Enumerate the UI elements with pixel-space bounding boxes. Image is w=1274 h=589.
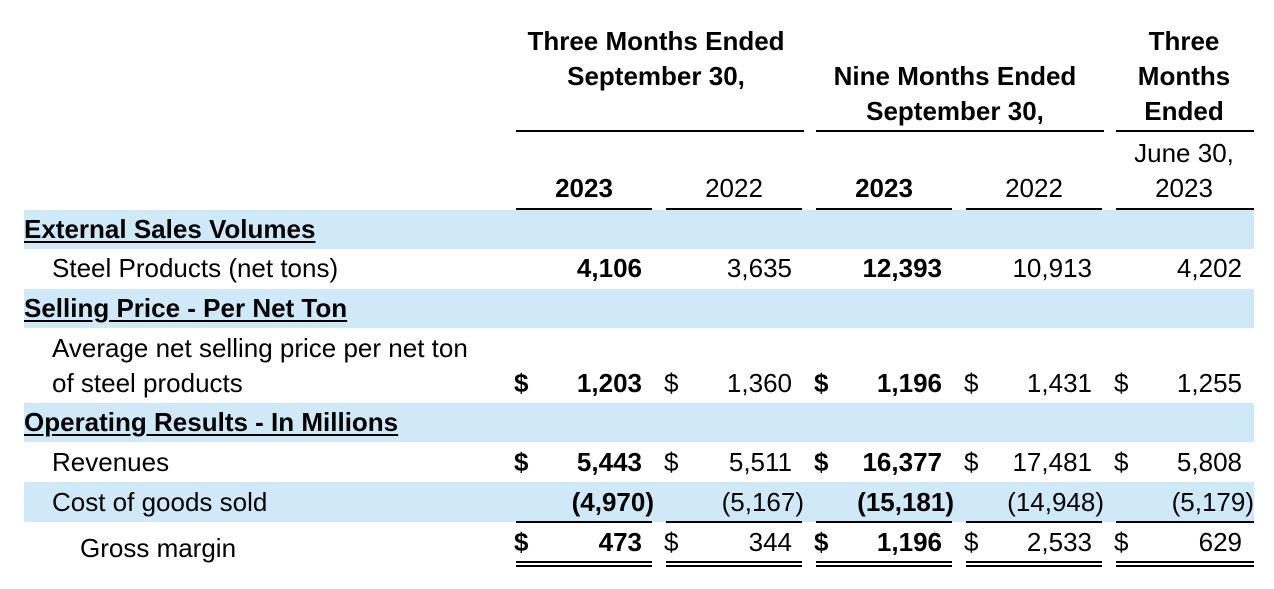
cell-value: 1,196 bbox=[876, 527, 942, 557]
cell-value: 1,255 bbox=[1176, 368, 1242, 398]
total-double-rule bbox=[816, 561, 952, 567]
year-rule bbox=[516, 208, 652, 210]
row-band-cogs bbox=[24, 482, 1254, 522]
currency-symbol: $ bbox=[964, 527, 979, 557]
cell-value: 3,635 bbox=[726, 253, 792, 283]
row-label-cogs: Cost of goods sold bbox=[52, 487, 268, 517]
currency-symbol: $ bbox=[514, 527, 529, 557]
section-band-selling-price bbox=[24, 289, 1254, 328]
currency-symbol: $ bbox=[1114, 527, 1129, 557]
currency-symbol: $ bbox=[814, 527, 829, 557]
cell-value: 16,377 bbox=[862, 447, 942, 477]
cell-value: 1,203 bbox=[576, 368, 642, 398]
cell-value: 1,431 bbox=[1026, 368, 1092, 398]
currency-symbol: $ bbox=[664, 447, 679, 477]
header-rule bbox=[816, 130, 1104, 132]
cell-value: 629 bbox=[1198, 527, 1242, 557]
total-double-rule bbox=[516, 561, 652, 567]
cell-value: 344 bbox=[748, 527, 792, 557]
cell-value: 5,443 bbox=[576, 447, 642, 477]
cell-value: (5,167) bbox=[721, 487, 804, 517]
year-rule bbox=[666, 208, 802, 210]
subtotal-rule bbox=[1116, 521, 1254, 523]
currency-symbol: $ bbox=[514, 368, 529, 398]
cell-value: 12,393 bbox=[862, 253, 942, 283]
section-band-external-sales bbox=[24, 210, 1254, 249]
cell-value: 1,196 bbox=[876, 368, 942, 398]
currency-symbol: $ bbox=[964, 368, 979, 398]
subtotal-rule bbox=[816, 521, 952, 523]
year-header: 2023 bbox=[855, 173, 913, 203]
cell-value: (15,181) bbox=[857, 487, 954, 517]
row-label-avg-price: Average net selling price per net ton of… bbox=[52, 333, 468, 398]
subtotal-rule bbox=[966, 521, 1102, 523]
subtotal-rule bbox=[666, 521, 802, 523]
header-rule bbox=[1116, 130, 1254, 132]
header-rule bbox=[516, 130, 804, 132]
cell-value: (4,970) bbox=[571, 487, 654, 517]
cell-value: 10,913 bbox=[1012, 253, 1092, 283]
subtotal-rule bbox=[516, 521, 652, 523]
total-double-rule bbox=[966, 561, 1102, 567]
currency-symbol: $ bbox=[664, 527, 679, 557]
header-three-months-sep: Three Months Ended September 30, bbox=[527, 26, 785, 91]
total-double-rule bbox=[666, 561, 802, 567]
currency-symbol: $ bbox=[964, 447, 979, 477]
section-heading-operating-results: Operating Results - In Millions bbox=[24, 407, 399, 437]
currency-symbol: $ bbox=[664, 368, 679, 398]
cell-value: (14,948) bbox=[1007, 487, 1104, 517]
year-rule bbox=[816, 208, 952, 210]
currency-symbol: $ bbox=[814, 447, 829, 477]
currency-symbol: $ bbox=[514, 447, 529, 477]
cell-value: 473 bbox=[598, 527, 642, 557]
header-nine-months-sep: Nine Months Ended September 30, bbox=[833, 61, 1077, 126]
currency-symbol: $ bbox=[1114, 368, 1129, 398]
year-header: 2023 bbox=[555, 173, 613, 203]
year-rule bbox=[966, 208, 1102, 210]
section-band-operating-results bbox=[24, 403, 1254, 442]
cell-value: 5,511 bbox=[728, 447, 792, 477]
year-rule bbox=[1116, 208, 1254, 210]
cell-value: 5,808 bbox=[1176, 447, 1242, 477]
cell-value: 4,202 bbox=[1176, 253, 1242, 283]
row-label-revenues: Revenues bbox=[52, 447, 170, 477]
cell-value: 2,533 bbox=[1026, 527, 1092, 557]
section-heading-external-sales: External Sales Volumes bbox=[24, 214, 316, 244]
header-three-months-jun: Three Months Ended bbox=[1137, 26, 1231, 126]
cell-value: 4,106 bbox=[576, 253, 642, 283]
cell-value: 1,360 bbox=[726, 368, 792, 398]
section-heading-selling-price: Selling Price - Per Net Ton bbox=[24, 293, 348, 323]
row-label-steel-products: Steel Products (net tons) bbox=[52, 253, 339, 283]
currency-symbol: $ bbox=[814, 368, 829, 398]
total-double-rule bbox=[1116, 561, 1254, 567]
row-label-gross-margin: Gross margin bbox=[80, 533, 237, 563]
currency-symbol: $ bbox=[1114, 447, 1129, 477]
year-header: 2022 bbox=[1005, 173, 1063, 203]
cell-value: (5,179) bbox=[1171, 487, 1254, 517]
header-june-30-2023: June 30, 2023 bbox=[1134, 138, 1234, 203]
year-header: 2022 bbox=[705, 173, 763, 203]
cell-value: 17,481 bbox=[1012, 447, 1092, 477]
